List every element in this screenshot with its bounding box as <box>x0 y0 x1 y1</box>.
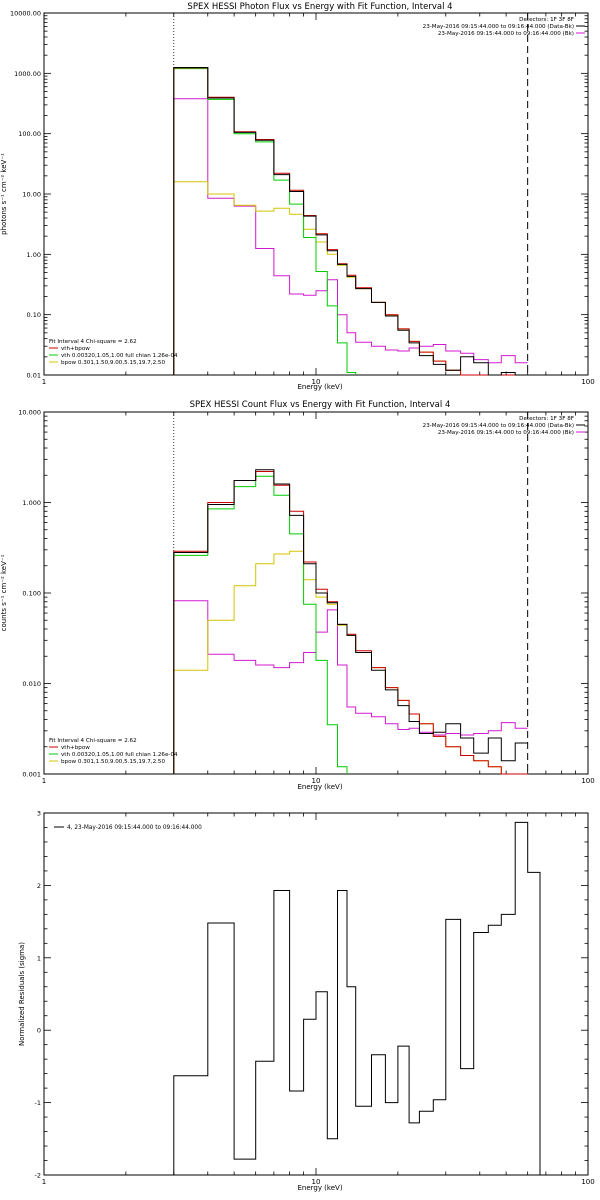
count-y-tick-label: 1.000 <box>22 499 41 507</box>
photon-x-tick-label: 10 <box>312 378 321 386</box>
photon-x-tick-label: 1 <box>42 378 46 386</box>
count-chart-title: SPEX HESSI Count Flux vs Energy with Fit… <box>190 400 451 410</box>
photon-y-tick-label: 100.00 <box>18 130 41 138</box>
residuals-chart: Energy (keV) Normalized Residuals (sigma… <box>18 810 595 1193</box>
residuals-y-tick-label: 3 <box>37 810 41 818</box>
photon-axis-ticks: 1 10 100 0.01 0.10 1.00 10.00 100.00 1000.00 1000… <box>10 10 595 387</box>
count-x-tick-label: 10 <box>312 777 321 785</box>
residuals-y-tick-label: 2 <box>37 882 41 890</box>
count-x-tick-label: 100 <box>581 777 594 785</box>
count-series-background <box>173 600 528 774</box>
count-series-data <box>173 469 528 774</box>
photon-y-axis-label: photons s⁻¹ cm⁻² keV⁻¹ <box>0 153 8 235</box>
count-legend-header-text: Detectors: 1F 3F 8F <box>519 416 574 422</box>
count-series-vth <box>173 475 348 774</box>
photon-x-axis-label: Energy (keV) <box>297 383 342 391</box>
photon-legend-header-text: 23-May-2016 09:15:44.000 to 09:16:44.000… <box>438 31 574 37</box>
photon-fit-legend-text: Fit Interval 4 Chi-square = 2.62 <box>49 339 137 345</box>
photon-y-tick-label: 0.01 <box>27 372 41 380</box>
residuals-series-data <box>173 821 541 1175</box>
photon-flux-chart: SPEX HESSI Photon Flux vs Energy with Fi… <box>0 2 595 391</box>
count-legend-header-text: 23-May-2016 09:15:44.000 to 09:16:44.000… <box>438 430 574 436</box>
photon-series-vth <box>173 68 357 375</box>
photon-series <box>173 13 529 376</box>
photon-legend-header-text: Detectors: 1F 3F 8F <box>519 17 574 23</box>
residuals-y-tick-label: 0 <box>37 1027 41 1035</box>
count-x-axis-label: Energy (keV) <box>297 783 342 791</box>
count-series-bpow <box>173 550 528 775</box>
photon-y-tick-label: 10000.00 <box>10 10 41 18</box>
photon-y-tick-label: 1.00 <box>27 251 41 259</box>
photon-legend-header-text: 23-May-2016 09:15:44.000 to 09:16:44.000… <box>423 24 574 30</box>
count-y-tick-label: 0.100 <box>22 590 41 598</box>
count-y-tick-label: 10.000 <box>18 409 41 417</box>
residuals-y-tick-label: -2 <box>35 1172 41 1180</box>
count-series <box>173 412 529 775</box>
count-fit-legend-text: vth+bpow <box>61 745 90 751</box>
count-y-axis-label: counts s⁻¹ cm⁻² keV⁻¹ <box>0 554 8 631</box>
photon-y-tick-label: 0.10 <box>27 311 41 319</box>
photon-chart-title: SPEX HESSI Photon Flux vs Energy with Fi… <box>187 2 452 12</box>
residuals-x-tick-label: 100 <box>581 1178 594 1186</box>
count-y-tick-label: 0.001 <box>22 771 41 779</box>
count-series-total <box>173 471 528 775</box>
photon-series-data <box>173 67 528 376</box>
residuals-legend-text: 4, 23-May-2016 09:15:44.000 to 09:16:44.… <box>67 825 202 831</box>
count-axis-ticks: 1 10 100 0.001 0.010 0.100 1.000 10.000 <box>18 409 594 786</box>
count-fit-legend: Fit Interval 4 Chi-square = 2.62vth+bpow… <box>49 738 178 765</box>
residuals-x-tick-label: 1 <box>42 1178 46 1186</box>
photon-y-tick-label: 1000.00 <box>14 70 41 78</box>
count-flux-chart: SPEX HESSI Count Flux vs Energy with Fit… <box>0 400 595 791</box>
residuals-x-tick-label: 10 <box>312 1178 321 1186</box>
residuals-x-axis-label: Energy (keV) <box>297 1184 342 1192</box>
count-fit-legend-text: Fit Interval 4 Chi-square = 2.62 <box>49 738 137 744</box>
residuals-y-tick-label: -1 <box>35 1099 41 1107</box>
photon-x-tick-label: 100 <box>581 378 594 386</box>
count-fit-legend-text: vth 0.00320,1.05,1.00 full chian 1.26e-0… <box>61 752 178 758</box>
photon-fit-legend-text: vth 0.00320,1.05,1.00 full chian 1.26e-0… <box>61 353 178 359</box>
residuals-legend: 4, 23-May-2016 09:15:44.000 to 09:16:44.… <box>54 825 202 831</box>
residuals-y-tick-label: 1 <box>37 954 41 962</box>
photon-fit-legend-text: vth+bpow <box>61 346 90 352</box>
residuals-axis-ticks: 1 10 100 -2 -1 0 1 2 3 <box>35 810 595 1187</box>
photon-fit-legend: Fit Interval 4 Chi-square = 2.62vth+bpow… <box>49 339 178 366</box>
residuals-y-axis-label: Normalized Residuals (sigma) <box>18 942 26 1046</box>
count-x-tick-label: 1 <box>42 777 46 785</box>
photon-fit-legend-text: bpow 0.301,1.50,9.00,5.15,19.7,2.50 <box>61 360 165 366</box>
count-fit-legend-text: bpow 0.301,1.50,9.00,5.15,19.7,2.50 <box>61 759 165 765</box>
photon-series-total <box>173 67 528 376</box>
photon-series-background <box>173 98 528 375</box>
residuals-series <box>173 821 541 1175</box>
count-legend-header-text: 23-May-2016 09:15:44.000 to 09:16:44.000… <box>423 423 574 429</box>
photon-plot-frame <box>43 12 589 376</box>
photon-series-bpow <box>173 181 528 376</box>
count-y-tick-label: 0.010 <box>22 680 41 688</box>
photon-y-tick-label: 10.00 <box>22 191 41 199</box>
